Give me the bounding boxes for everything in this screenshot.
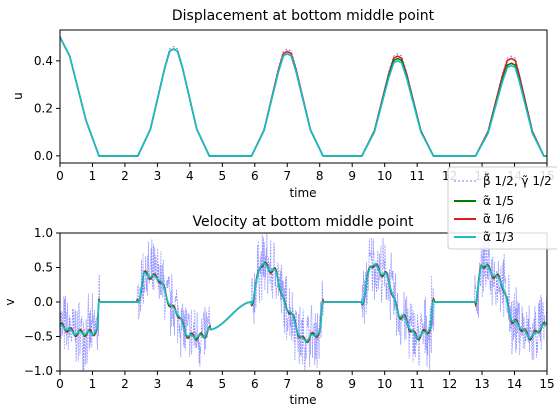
x-tick-label: 6	[251, 169, 259, 183]
displacement-y-label: u	[11, 92, 25, 100]
x-tick-label: 11	[409, 377, 424, 391]
velocity-x-ticks: 0 1 2 3 4 5 6 7 8 9 10 11 12 13 14 15	[56, 371, 555, 391]
displacement-line-alpha-1-5	[59, 36, 547, 157]
legend-label-alpha-1-6: α̃ 1/6	[483, 212, 514, 226]
displacement-line-alpha-1-6	[59, 36, 547, 157]
legend-label-beta-gamma: β̃ 1/2, γ̃ 1/2	[483, 173, 552, 188]
x-tick-label: 10	[377, 377, 392, 391]
y-tick-label: 0.5	[34, 261, 53, 275]
x-tick-label: 5	[219, 169, 227, 183]
x-tick-label: 4	[186, 377, 194, 391]
velocity-y-label: v	[3, 298, 17, 305]
x-tick-label: 9	[348, 377, 356, 391]
x-tick-label: 9	[348, 169, 356, 183]
legend-label-alpha-1-3: α̃ 1/3	[483, 230, 514, 244]
displacement-axes-frame	[59, 29, 548, 164]
x-tick-label: 0	[56, 377, 64, 391]
velocity-series	[59, 232, 548, 372]
x-tick-label: 8	[316, 377, 324, 391]
y-tick-label: 0.4	[34, 54, 53, 68]
x-tick-label: 2	[121, 377, 129, 391]
x-tick-label: 3	[154, 169, 162, 183]
displacement-title: Displacement at bottom middle point	[172, 8, 435, 24]
legend-label-alpha-1-5: α̃ 1/5	[483, 194, 514, 208]
y-tick-label: 0.2	[34, 101, 53, 115]
y-tick-label: 1.0	[34, 226, 53, 240]
x-tick-label: 3	[154, 377, 162, 391]
displacement-series	[59, 36, 547, 157]
x-tick-label: 7	[283, 377, 291, 391]
displacement-line-beta-gamma	[59, 36, 547, 157]
y-tick-label: 0.0	[34, 149, 53, 163]
x-tick-label: 12	[442, 377, 457, 391]
x-tick-label: 14	[507, 377, 522, 391]
velocity-x-label: time	[289, 393, 316, 407]
x-tick-label: 7	[283, 169, 291, 183]
x-tick-label: 1	[89, 169, 97, 183]
displacement-y-ticks: 0.0 0.2 0.4	[34, 54, 60, 163]
x-tick-label: 10	[377, 169, 392, 183]
x-tick-label: 0	[56, 169, 64, 183]
x-tick-label: 4	[186, 169, 194, 183]
y-tick-label: −0.5	[24, 330, 53, 344]
legend: β̃ 1/2, γ̃ 1/2 α̃ 1/5 α̃ 1/6 α̃ 1/3	[447, 166, 557, 250]
x-tick-label: 11	[409, 169, 424, 183]
velocity-line-alpha-1-3	[59, 262, 548, 342]
y-tick-label: 0.0	[34, 295, 53, 309]
x-tick-label: 2	[121, 169, 129, 183]
displacement-x-label: time	[289, 186, 316, 200]
displacement-line-alpha-1-3	[59, 36, 547, 157]
legend-box	[447, 166, 557, 250]
x-tick-label: 8	[316, 169, 324, 183]
velocity-y-ticks: −1.0 −0.5 0.0 0.5 1.0	[24, 226, 60, 378]
x-tick-label: 6	[251, 377, 259, 391]
x-tick-label: 15	[539, 377, 554, 391]
velocity-title: Velocity at bottom middle point	[193, 214, 414, 230]
displacement-panel: Displacement at bottom middle point 0 1 2 3…	[11, 8, 555, 200]
x-tick-label: 1	[89, 377, 97, 391]
x-tick-label: 5	[219, 377, 227, 391]
x-tick-label: 13	[474, 377, 489, 391]
y-tick-label: −1.0	[24, 364, 53, 378]
